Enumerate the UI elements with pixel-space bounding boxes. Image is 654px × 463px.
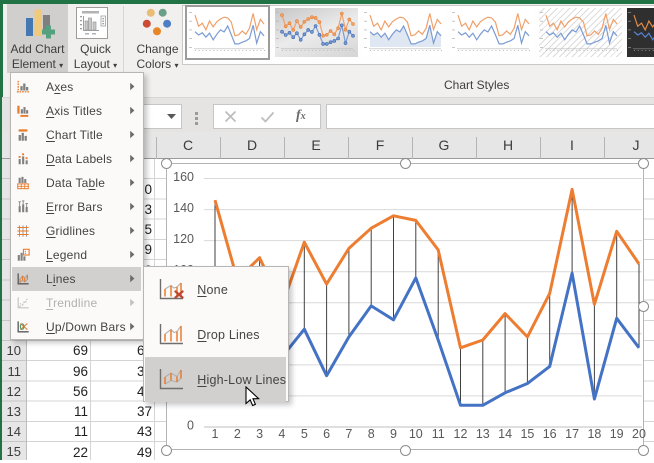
svg-text:11: 11: [432, 427, 445, 441]
svg-text:16: 16: [543, 427, 557, 441]
svg-text:12: 12: [454, 427, 468, 441]
svg-text:14: 14: [498, 427, 512, 441]
svg-text:5: 5: [301, 427, 308, 441]
svg-text:9: 9: [390, 427, 397, 441]
svg-text:20: 20: [632, 427, 646, 441]
svg-text:7: 7: [345, 427, 352, 441]
svg-text:140: 140: [173, 201, 194, 215]
svg-text:13: 13: [476, 427, 490, 441]
svg-text:8: 8: [368, 427, 375, 441]
svg-text:120: 120: [173, 232, 194, 246]
svg-text:19: 19: [610, 427, 624, 441]
svg-text:0: 0: [187, 419, 194, 433]
svg-text:15: 15: [520, 427, 534, 441]
svg-text:1: 1: [212, 427, 219, 441]
svg-text:18: 18: [587, 427, 601, 441]
svg-text:6: 6: [323, 427, 330, 441]
svg-text:4: 4: [278, 427, 285, 441]
svg-text:160: 160: [173, 170, 194, 184]
svg-text:10: 10: [409, 427, 423, 441]
svg-text:17: 17: [565, 427, 579, 441]
svg-text:2: 2: [234, 427, 241, 441]
svg-text:3: 3: [256, 427, 263, 441]
